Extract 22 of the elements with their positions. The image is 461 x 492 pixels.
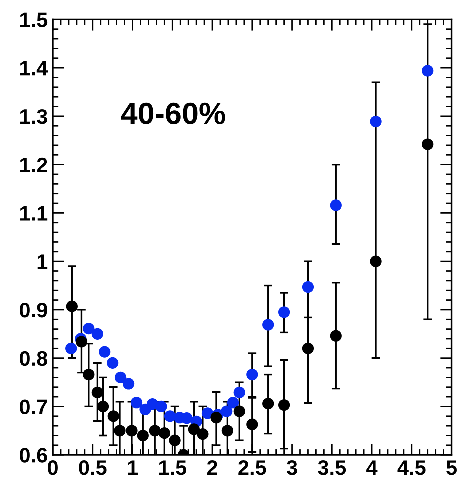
x-tick-label: 4.5 [398,460,426,476]
x-tick-label: 0 [48,460,58,476]
x-tick-label: 0.5 [79,460,107,476]
y-tick-label: 1.5 [20,12,48,28]
annotation: 40-60% [121,102,226,124]
x-tick-label: 5 [446,460,457,476]
y-tick-label: 1 [38,254,48,270]
y-tick-label: 0.6 [20,448,48,463]
y-tick-label: 0.8 [20,351,48,366]
x-tick-label: 1.5 [159,460,187,476]
y-tick-label: 0.9 [20,302,48,318]
y-tick-label: 1.3 [20,109,48,124]
x-tick-label: 3 [286,460,298,476]
x-tick-label: 4 [366,460,378,476]
y-tick-label: 1.1 [20,206,48,221]
y-tick-label: 0.7 [20,400,48,414]
y-tick-label: 1.2 [20,158,48,172]
y-tick-label: 1.4 [20,61,48,76]
x-tick-label: 3.5 [318,460,346,476]
x-tick-label: 2 [207,460,218,476]
x-tick-label: 1 [128,460,138,476]
x-tick-label: 2.5 [238,460,266,476]
